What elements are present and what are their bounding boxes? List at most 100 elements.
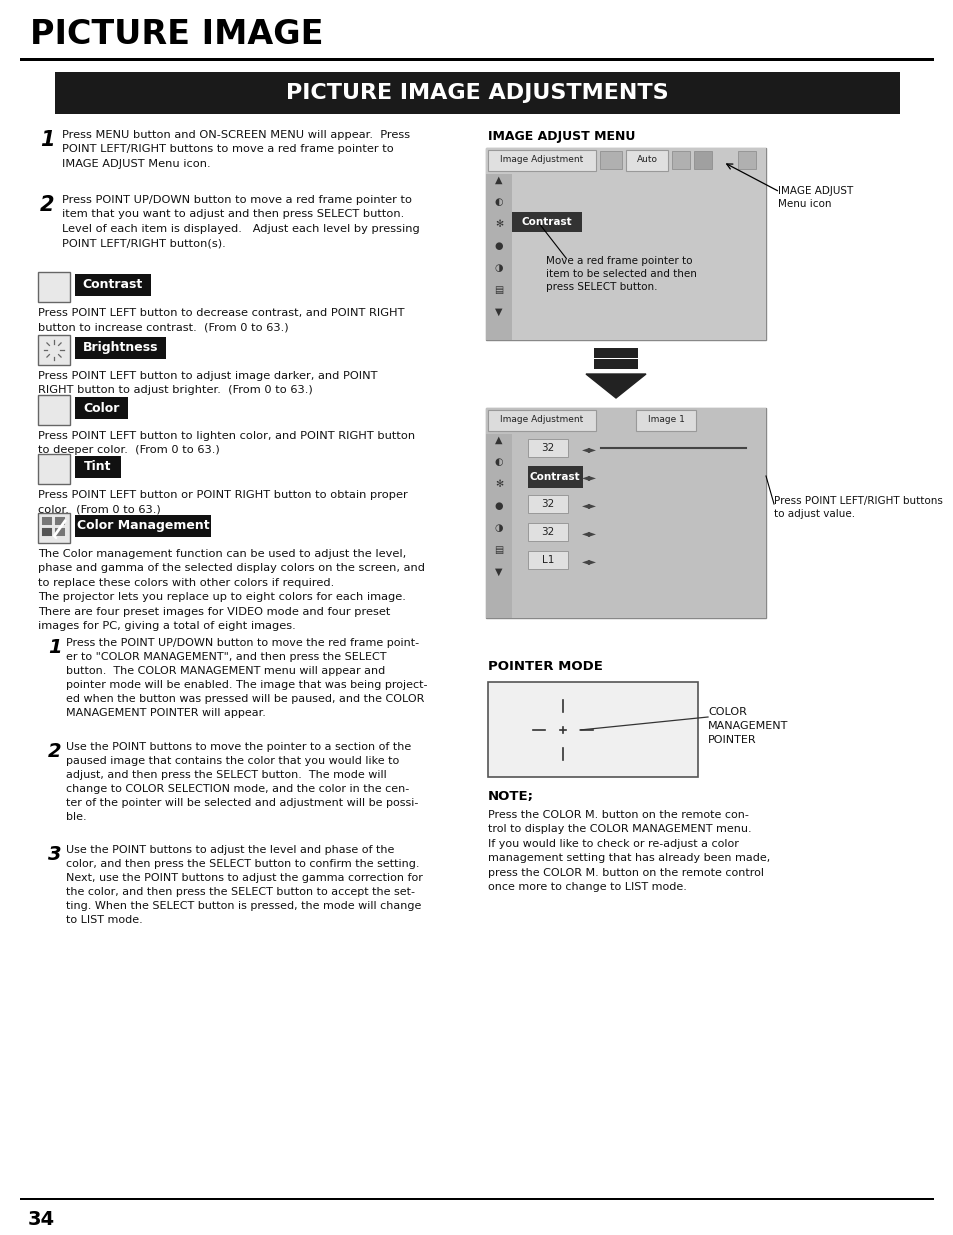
Text: ◄►: ◄► <box>581 556 597 566</box>
Bar <box>54 516 65 525</box>
Text: Press POINT LEFT button to lighten color, and POINT RIGHT button
to deeper color: Press POINT LEFT button to lighten color… <box>38 431 415 456</box>
Bar <box>512 174 765 340</box>
Text: 2: 2 <box>48 742 62 761</box>
Bar <box>738 151 755 169</box>
Bar <box>671 151 689 169</box>
Bar <box>594 348 638 358</box>
Bar <box>20 1198 933 1200</box>
Ellipse shape <box>48 461 60 477</box>
Text: POINTER MODE: POINTER MODE <box>488 659 602 673</box>
Text: ▼: ▼ <box>495 308 502 317</box>
Text: ◑: ◑ <box>495 263 503 273</box>
Text: Move a red frame pointer to
item to be selected and then
press SELECT button.: Move a red frame pointer to item to be s… <box>545 256 696 293</box>
Wedge shape <box>43 275 54 298</box>
Bar <box>485 433 512 618</box>
Bar <box>485 148 765 174</box>
Bar <box>527 551 567 569</box>
Bar <box>488 410 596 431</box>
Bar <box>527 495 567 513</box>
Bar <box>55 72 899 114</box>
Text: Use the POINT buttons to adjust the level and phase of the
color, and then press: Use the POINT buttons to adjust the leve… <box>66 845 422 925</box>
Bar <box>75 274 151 296</box>
Text: Press POINT LEFT button to decrease contrast, and POINT RIGHT
button to increase: Press POINT LEFT button to decrease cont… <box>38 308 404 332</box>
Text: ✻: ✻ <box>495 479 502 489</box>
Polygon shape <box>585 374 645 398</box>
Ellipse shape <box>43 399 65 421</box>
Text: 34: 34 <box>28 1210 55 1229</box>
Text: 2: 2 <box>40 195 54 215</box>
Circle shape <box>43 275 65 298</box>
Text: Press POINT LEFT button or POINT RIGHT button to obtain proper
color.  (From 0 t: Press POINT LEFT button or POINT RIGHT b… <box>38 490 407 515</box>
Text: ✻: ✻ <box>495 219 502 228</box>
Bar <box>54 527 65 536</box>
Bar <box>485 174 512 340</box>
Text: Image Adjustment: Image Adjustment <box>500 156 583 164</box>
Bar <box>512 433 765 618</box>
Ellipse shape <box>47 403 55 409</box>
Text: COLOR
MANAGEMENT
POINTER: COLOR MANAGEMENT POINTER <box>707 706 787 745</box>
Text: Press the POINT UP/DOWN button to move the red frame point-
er to "COLOR MANAGEM: Press the POINT UP/DOWN button to move t… <box>66 638 427 718</box>
Text: 3: 3 <box>48 845 62 864</box>
Bar <box>38 454 70 484</box>
Text: ◄►: ◄► <box>581 445 597 454</box>
Bar <box>75 515 211 537</box>
Bar <box>20 58 933 61</box>
Text: ◑: ◑ <box>495 522 503 534</box>
Text: ▤: ▤ <box>494 545 503 555</box>
Text: ◄►: ◄► <box>581 500 597 510</box>
Bar <box>512 212 581 232</box>
Text: IMAGE ADJUST MENU: IMAGE ADJUST MENU <box>488 130 635 143</box>
Text: PICTURE IMAGE ADJUSTMENTS: PICTURE IMAGE ADJUSTMENTS <box>285 83 668 103</box>
Text: The Color management function can be used to adjust the level,
phase and gamma o: The Color management function can be use… <box>38 550 424 631</box>
Text: Use the POINT buttons to move the pointer to a section of the
paused image that : Use the POINT buttons to move the pointe… <box>66 742 418 823</box>
Bar <box>485 408 765 433</box>
Text: 1: 1 <box>48 638 62 657</box>
Text: 32: 32 <box>540 443 554 453</box>
Bar <box>41 527 52 536</box>
Text: ▤: ▤ <box>494 285 503 295</box>
Bar <box>38 513 70 543</box>
Text: Contrast: Contrast <box>83 279 143 291</box>
Bar <box>693 151 711 169</box>
Bar <box>599 151 621 169</box>
Text: Brightness: Brightness <box>83 342 158 354</box>
Text: Contrast: Contrast <box>521 217 572 227</box>
Text: Color: Color <box>84 401 120 415</box>
Bar <box>75 456 121 478</box>
Text: Press POINT LEFT button to adjust image darker, and POINT
RIGHT button to adjust: Press POINT LEFT button to adjust image … <box>38 370 377 395</box>
Text: Press the COLOR M. button on the remote con-
trol to display the COLOR MANAGEMEN: Press the COLOR M. button on the remote … <box>488 810 769 892</box>
Text: Auto: Auto <box>636 156 657 164</box>
Text: ◐: ◐ <box>495 457 503 467</box>
Text: 32: 32 <box>540 527 554 537</box>
Bar <box>625 149 667 170</box>
Text: Contrast: Contrast <box>529 472 579 482</box>
Text: ▲: ▲ <box>495 435 502 445</box>
Text: Press MENU button and ON-SCREEN MENU will appear.  Press
POINT LEFT/RIGHT button: Press MENU button and ON-SCREEN MENU wil… <box>62 130 410 169</box>
Text: ●: ● <box>495 501 503 511</box>
Bar <box>527 466 582 488</box>
Bar <box>41 516 52 525</box>
Circle shape <box>603 445 612 452</box>
Text: IMAGE ADJUST
Menu icon: IMAGE ADJUST Menu icon <box>778 186 852 209</box>
Text: NOTE;: NOTE; <box>488 790 534 803</box>
Ellipse shape <box>44 457 64 480</box>
Text: ◐: ◐ <box>495 198 503 207</box>
Bar <box>75 337 166 359</box>
Bar <box>594 359 638 369</box>
Bar <box>636 410 696 431</box>
Bar <box>38 272 70 303</box>
Text: ▲: ▲ <box>495 175 502 185</box>
Text: ◄►: ◄► <box>581 472 597 482</box>
Text: ▼: ▼ <box>495 567 502 577</box>
Bar <box>38 335 70 366</box>
Bar <box>488 149 596 170</box>
Bar <box>527 438 567 457</box>
Text: 32: 32 <box>540 499 554 509</box>
Bar <box>527 522 567 541</box>
Bar <box>485 148 765 340</box>
Text: ●: ● <box>495 241 503 251</box>
Text: Press POINT UP/DOWN button to move a red frame pointer to
item that you want to : Press POINT UP/DOWN button to move a red… <box>62 195 419 248</box>
Circle shape <box>49 345 59 354</box>
Bar <box>75 396 129 419</box>
Text: 1: 1 <box>40 130 54 149</box>
